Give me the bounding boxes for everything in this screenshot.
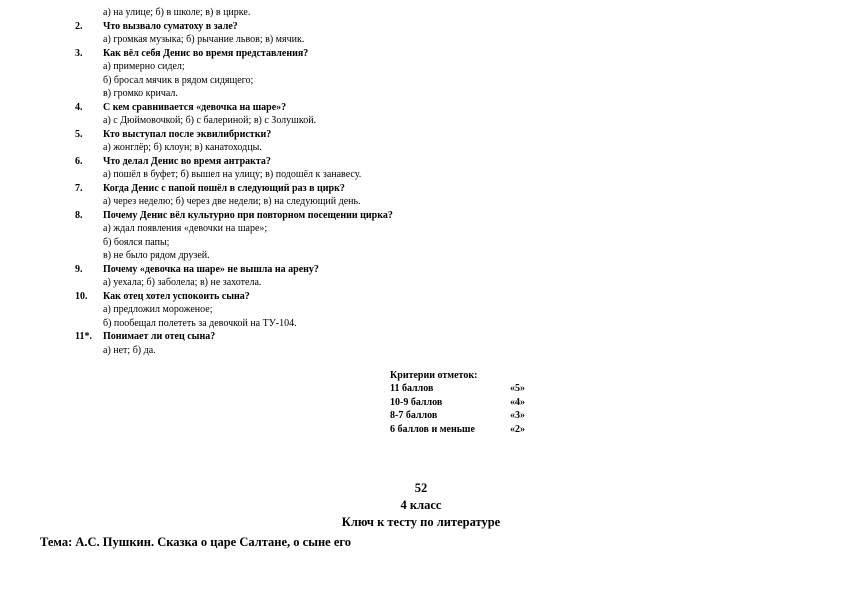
- answer-text: а) нет; б) да.: [103, 344, 156, 358]
- q-text: Как вёл себя Денис во время представлени…: [103, 47, 308, 61]
- answer-text: б) пообещал полететь за девочкой на ТУ-1…: [103, 317, 297, 331]
- answer-text: б) бросал мячик в рядом сидящего;: [103, 74, 253, 88]
- q-text: Когда Денис с папой пошёл в следующий ра…: [103, 182, 345, 196]
- q-num: 6.: [75, 155, 103, 169]
- q-num: 5.: [75, 128, 103, 142]
- q-text: Что вызвало суматоху в зале?: [103, 20, 238, 34]
- q-num: 8.: [75, 209, 103, 223]
- grading-table: Критерии отметок: 11 баллов«5» 10-9 балл…: [390, 370, 550, 436]
- q-text: Почему «девочка на шаре» не вышла на аре…: [103, 263, 319, 277]
- grading-title: Критерии отметок:: [390, 370, 550, 381]
- answer-text: в) не было рядом друзей.: [103, 249, 210, 263]
- theme-line: Тема: А.С. Пушкин. Сказка о царе Салтане…: [40, 535, 351, 550]
- answer-text: а) громкая музыка; б) рычание львов; в) …: [103, 33, 304, 47]
- q-num: 4.: [75, 101, 103, 115]
- grading-row: 8-7 баллов«3»: [390, 409, 550, 423]
- answer-text: а) на улице; б) в школе; в) в цирке.: [103, 6, 250, 20]
- q-num: 9.: [75, 263, 103, 277]
- q-text: Понимает ли отец сына?: [103, 330, 215, 344]
- q-num: 10.: [75, 290, 103, 304]
- page-number: 52: [0, 480, 842, 497]
- q-text: Как отец хотел успокоить сына?: [103, 290, 250, 304]
- answer-text: б) боялся папы;: [103, 236, 169, 250]
- footer-block: 52 4 класс Ключ к тесту по литературе: [0, 480, 842, 531]
- test-key-title: Ключ к тесту по литературе: [0, 514, 842, 531]
- answer-text: а) с Дюймовочкой; б) с балериной; в) с З…: [103, 114, 316, 128]
- question-list: а) на улице; б) в школе; в) в цирке. 2.Ч…: [75, 6, 393, 357]
- grading-row: 11 баллов«5»: [390, 382, 550, 396]
- grading-row: 6 баллов и меньше«2»: [390, 423, 550, 437]
- answer-text: а) пошёл в буфет; б) вышел на улицу; в) …: [103, 168, 361, 182]
- answer-text: в) громко кричал.: [103, 87, 178, 101]
- answer-text: а) предложил мороженое;: [103, 303, 213, 317]
- q-text: Кто выступал после эквилибристки?: [103, 128, 271, 142]
- q-text: Что делал Денис во время антракта?: [103, 155, 271, 169]
- q-num: 2.: [75, 20, 103, 34]
- q-num: 11*.: [75, 330, 103, 344]
- answer-text: а) жонглёр; б) клоун; в) канатоходцы.: [103, 141, 262, 155]
- grading-row: 10-9 баллов«4»: [390, 396, 550, 410]
- q-text: Почему Денис вёл культурно при повторном…: [103, 209, 393, 223]
- answer-text: а) ждал появления «девочки на шаре»;: [103, 222, 267, 236]
- q-num: 7.: [75, 182, 103, 196]
- grade-level: 4 класс: [0, 497, 842, 514]
- answer-text: а) примерно сидел;: [103, 60, 185, 74]
- q-text: С кем сравнивается «девочка на шаре»?: [103, 101, 286, 115]
- answer-text: а) уехала; б) заболела; в) не захотела.: [103, 276, 261, 290]
- answer-text: а) через неделю; б) через две недели; в)…: [103, 195, 361, 209]
- q-num: 3.: [75, 47, 103, 61]
